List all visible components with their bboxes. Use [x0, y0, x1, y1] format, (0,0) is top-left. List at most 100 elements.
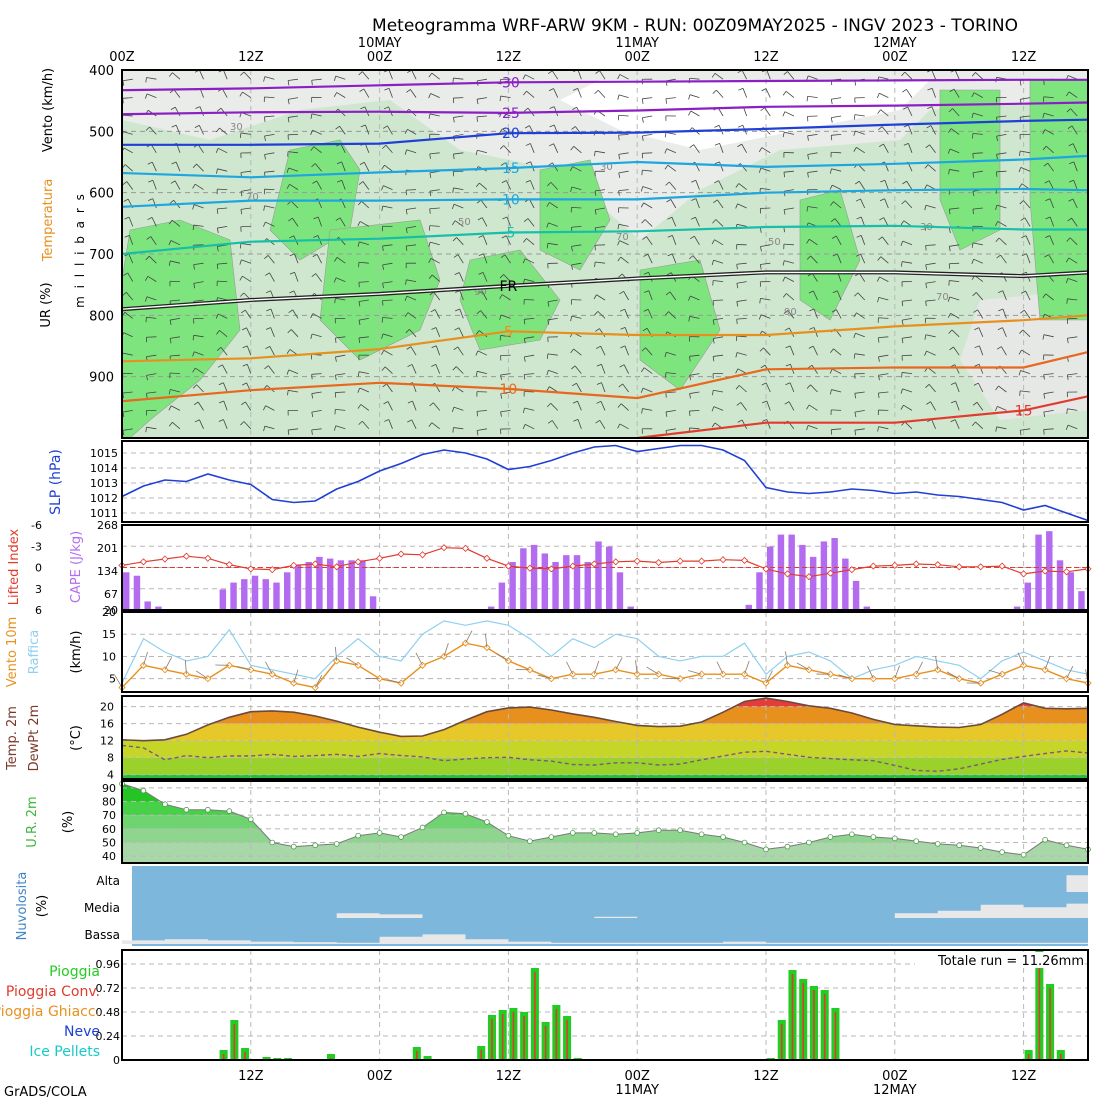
- temp-band: [122, 740, 1088, 758]
- cape-bar: [563, 555, 570, 610]
- wind-barb: [689, 373, 700, 376]
- wind-barb-flag: [901, 338, 904, 344]
- wind-barb-flag: [596, 363, 602, 367]
- temp-tick-label: 12: [100, 735, 114, 748]
- wind-barb-flag: [570, 146, 575, 151]
- cape-bar: [1013, 606, 1021, 610]
- wind-barb: [430, 258, 440, 264]
- wind-barb: [908, 124, 913, 135]
- wind-barb: [406, 207, 417, 210]
- wind-barb-flag: [782, 293, 787, 298]
- wind-arrow: [635, 660, 638, 675]
- wind-barb-flag: [877, 297, 880, 303]
- wind-barb-flag: [1021, 253, 1027, 257]
- wind-barb: [335, 75, 346, 80]
- wind-barb-flag: [617, 256, 622, 262]
- wind-barb: [175, 161, 181, 172]
- wind-barb: [812, 345, 818, 356]
- cape-bar: [1024, 582, 1032, 610]
- wind-tick-label: 10: [102, 650, 116, 663]
- wind-barb: [410, 346, 417, 356]
- wind-barb: [1049, 198, 1055, 209]
- wind-barb-flag: [1018, 167, 1022, 173]
- wind-barb: [1069, 237, 1078, 246]
- wind-barb-flag: [169, 199, 174, 204]
- wind-barb: [955, 382, 960, 393]
- wind-barb: [1067, 278, 1078, 282]
- wind-barb-flag: [785, 363, 791, 367]
- wind-barb-flag: [384, 87, 390, 91]
- sounding-panel: 40050060070080090030303050507070709090-3…: [39, 64, 1089, 440]
- wind-barb-flag: [572, 106, 577, 110]
- wind-barb-flag: [310, 113, 313, 119]
- cape-bar: [359, 560, 366, 610]
- wind-barb: [501, 314, 511, 319]
- wind-barb: [170, 389, 181, 393]
- wind-arrow: [184, 660, 187, 675]
- wind-barb: [524, 318, 535, 320]
- wind-barb: [223, 400, 228, 411]
- wind-barb: [902, 318, 913, 321]
- wind-barb: [524, 373, 535, 375]
- wind-barb-flag: [549, 106, 555, 109]
- wind-barb-flag: [830, 117, 833, 123]
- wind-barb-flag: [429, 191, 432, 197]
- wind-barb: [549, 386, 558, 393]
- rh-point: [891, 835, 898, 842]
- wind-barb: [906, 89, 913, 98]
- wind-barb: [311, 78, 322, 81]
- wind-barb: [193, 299, 204, 302]
- wind-barb: [879, 276, 889, 282]
- wind-barb-flag: [901, 261, 903, 267]
- wind-barb-flag: [122, 292, 127, 296]
- wind-barb: [832, 184, 842, 190]
- wind-barb-flag: [807, 172, 809, 178]
- wind-barb: [500, 410, 511, 413]
- wind-barb: [1025, 290, 1031, 301]
- wind-barb: [478, 330, 488, 338]
- wind-barb-flag: [145, 255, 150, 261]
- wind-barb-flag: [168, 389, 171, 395]
- cape-tick-label: 134: [97, 565, 118, 578]
- wind-barb-flag: [241, 382, 247, 386]
- wind-barb: [1071, 125, 1078, 135]
- wind-barb-flag: [618, 190, 620, 196]
- wind-barb: [336, 92, 346, 98]
- cape-tick-label: 67: [104, 588, 118, 601]
- wind-barb: [341, 161, 346, 172]
- wind-barb: [808, 404, 818, 411]
- wind-barb: [807, 425, 818, 430]
- wind-barb: [642, 115, 653, 119]
- wind-barb: [596, 294, 606, 301]
- total-run-label: Totale run = 11.26mm: [937, 954, 1084, 969]
- wind-barb-flag: [168, 422, 173, 427]
- wind-barb-flag: [877, 337, 880, 343]
- cape-tick-label: 201: [97, 542, 118, 555]
- wind-barb: [217, 168, 228, 172]
- wind-barb: [783, 170, 794, 173]
- wind-barb: [453, 115, 464, 118]
- wind-barb: [335, 297, 346, 301]
- wind-barb-flag: [995, 221, 999, 227]
- wind-barb: [382, 205, 393, 209]
- wind-point: [161, 666, 169, 674]
- wind-barb: [290, 329, 299, 338]
- wind-barb: [1049, 235, 1055, 245]
- li-point: [440, 544, 448, 552]
- wind-barb: [574, 365, 582, 374]
- wind-barb-flag: [1018, 183, 1023, 189]
- rh-point: [720, 834, 726, 840]
- li-point: [182, 552, 190, 560]
- wind-barb: [975, 292, 984, 301]
- wind-barb-flag: [499, 128, 503, 134]
- wind-barb-flag: [407, 364, 413, 367]
- wind-barb: [665, 410, 676, 413]
- wind-barb: [265, 221, 275, 227]
- wind-barb: [288, 115, 299, 118]
- wind-arrow: [164, 657, 172, 670]
- wind-barb-flag: [193, 401, 199, 406]
- wind-barb-flag: [806, 255, 811, 260]
- wind-barb-flag: [571, 126, 576, 130]
- wind-barb-flag: [524, 125, 530, 129]
